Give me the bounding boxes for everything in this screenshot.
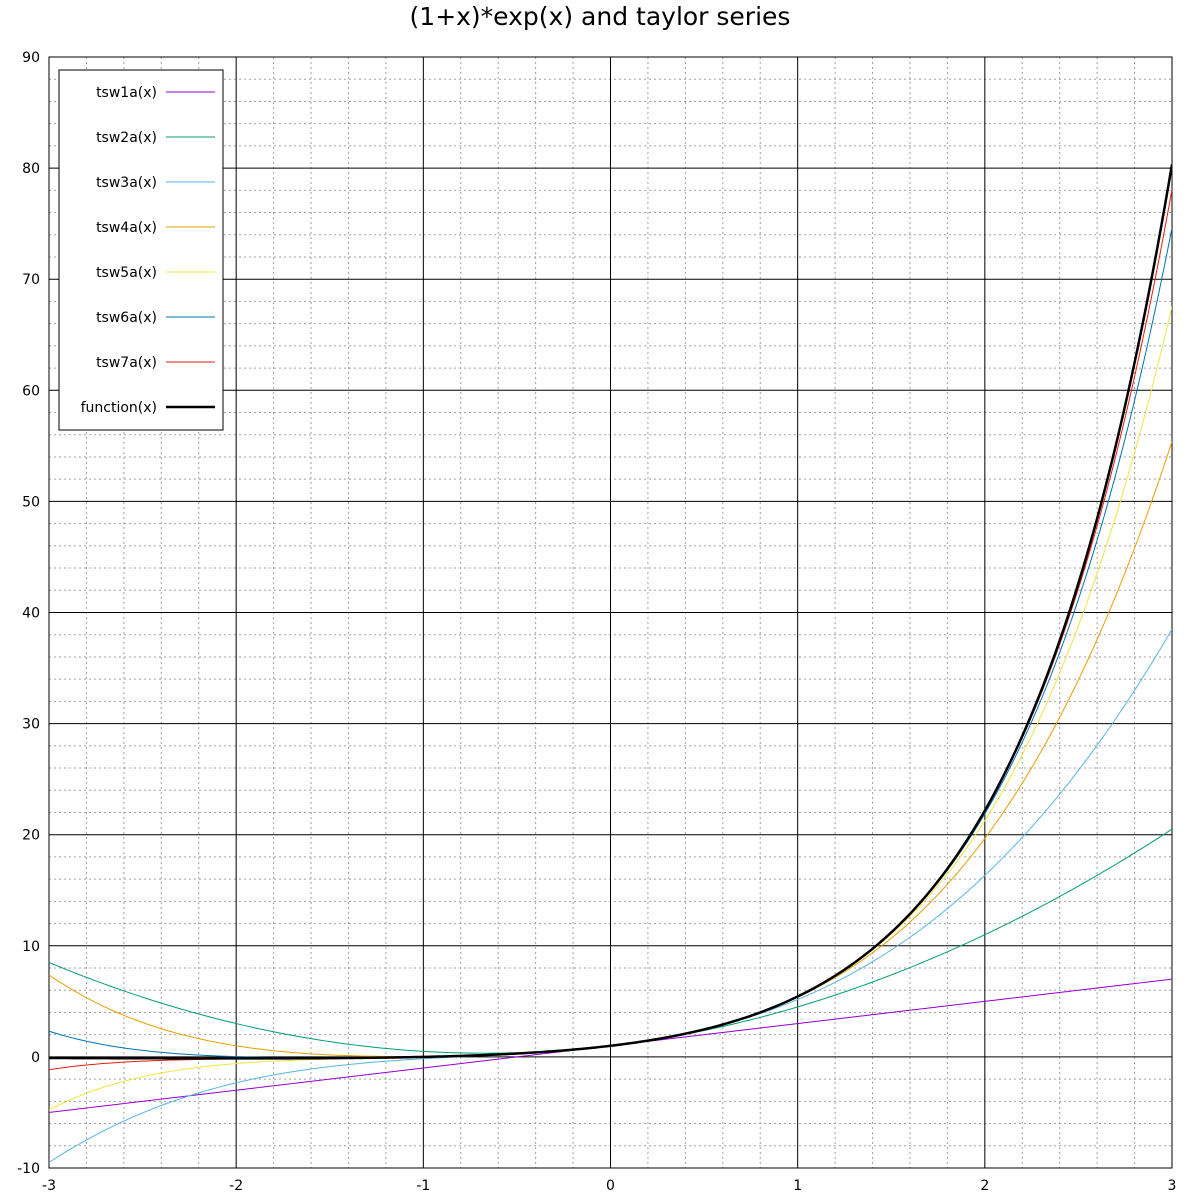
x-tick-label: -2 xyxy=(229,1178,243,1194)
legend-label: function(x) xyxy=(81,400,157,416)
y-tick-label: 0 xyxy=(31,1050,40,1066)
x-axis-ticks: -3 -2 -1 0 1 2 3 xyxy=(42,1178,1176,1194)
legend-label: tsw7a(x) xyxy=(96,355,157,371)
x-tick-label: -3 xyxy=(42,1178,56,1194)
y-tick-label: 80 xyxy=(22,161,40,177)
y-tick-label: 90 xyxy=(22,50,40,66)
series-line-function-x xyxy=(49,164,1172,1060)
legend-label: tsw2a(x) xyxy=(96,130,157,146)
y-axis-ticks: -10 0 10 20 30 40 50 60 70 80 90 xyxy=(17,50,40,1177)
legend-label: tsw6a(x) xyxy=(96,310,157,326)
y-tick-label: 40 xyxy=(22,606,40,622)
legend-label: tsw1a(x) xyxy=(96,85,157,101)
series-lines xyxy=(49,164,1172,1163)
legend-box xyxy=(58,69,224,431)
legend-label: tsw5a(x) xyxy=(96,265,157,281)
y-tick-label: 30 xyxy=(22,717,40,733)
legend: tsw1a(x) tsw2a(x) tsw3a(x) tsw4a(x) tsw5a(x)… xyxy=(58,69,224,431)
y-tick-label: 20 xyxy=(22,828,40,844)
x-tick-label: 0 xyxy=(606,1178,615,1194)
chart-title: (1+x)*exp(x) and taylor series xyxy=(409,2,791,31)
y-tick-label: 50 xyxy=(22,494,40,510)
legend-label: tsw4a(x) xyxy=(96,220,157,236)
x-tick-label: -1 xyxy=(416,1178,430,1194)
x-tick-label: 1 xyxy=(793,1178,802,1194)
y-tick-label: 70 xyxy=(22,272,40,288)
y-tick-label: 10 xyxy=(22,939,40,955)
y-tick-label: 60 xyxy=(22,383,40,399)
x-tick-label: 2 xyxy=(980,1178,989,1194)
plot-frame xyxy=(48,56,1173,1169)
x-tick-label: 3 xyxy=(1168,1178,1177,1194)
legend-label: tsw3a(x) xyxy=(96,175,157,191)
y-tick-label: -10 xyxy=(17,1161,40,1177)
